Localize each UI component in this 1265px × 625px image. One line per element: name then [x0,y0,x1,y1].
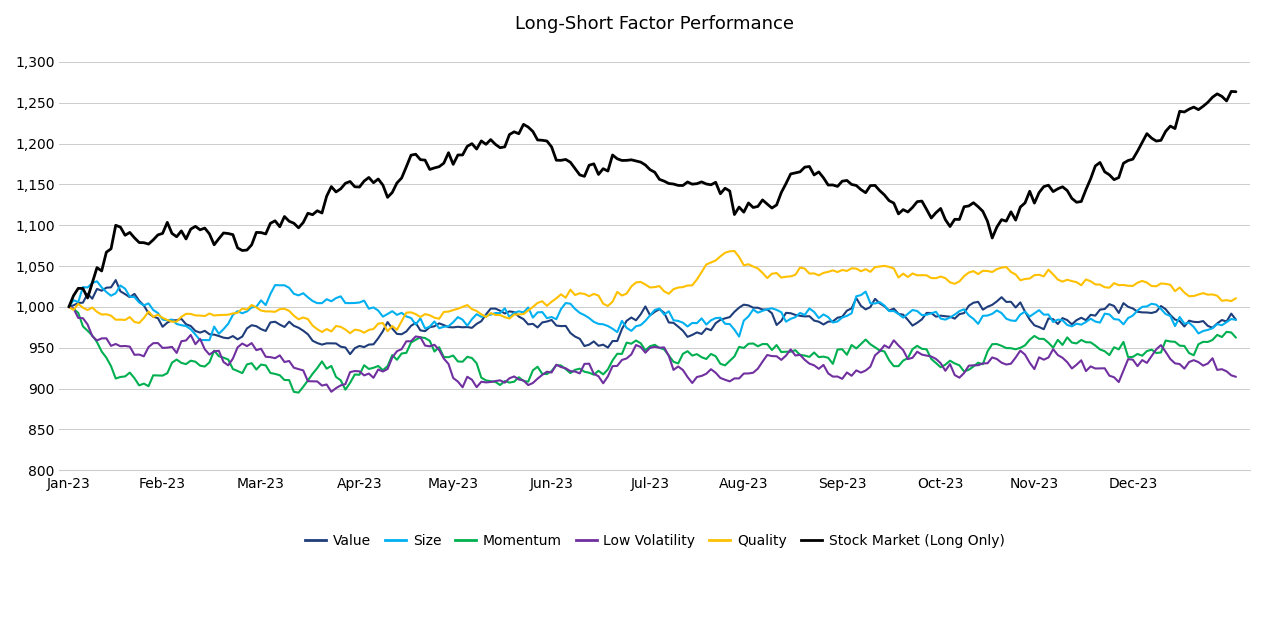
Quality [549,294,564,302]
Stock Market (Long Only) [1223,88,1238,95]
Momentum [253,361,268,368]
Low Volatility [324,388,339,396]
Value [745,304,760,311]
Size [1190,330,1206,338]
Stock Market (Long Only) [868,182,883,189]
Stock Market (Long Only) [530,136,545,144]
Line: Stock Market (Long Only): Stock Market (Long Only) [68,91,1236,307]
Low Volatility [549,361,564,369]
Value [343,351,358,358]
Low Volatility [61,303,76,311]
Quality [1190,291,1206,298]
Value [258,328,273,335]
Size [877,302,892,309]
Momentum [535,370,550,378]
Line: Quality: Quality [68,251,1236,333]
Quality [61,303,76,311]
Size [745,306,760,313]
Value [1190,318,1206,326]
Momentum [872,347,887,354]
Size [90,278,105,285]
Low Volatility [741,370,756,378]
Line: Momentum: Momentum [68,307,1236,392]
Low Volatility [872,348,887,355]
Value [877,302,892,310]
Size [61,303,76,311]
Stock Market (Long Only) [736,208,751,216]
Low Volatility [535,371,550,379]
Momentum [1228,334,1243,341]
Quality [535,298,550,305]
Value [1228,316,1243,324]
Value [61,303,76,311]
Value [553,322,568,330]
Quality [253,307,268,314]
Low Volatility [253,345,268,352]
Size [263,290,278,298]
Low Volatility [1228,373,1243,381]
Momentum [1187,351,1202,359]
Momentum [549,361,564,369]
Line: Size: Size [68,281,1236,340]
Stock Market (Long Only) [253,229,268,236]
Stock Market (Long Only) [1228,88,1243,96]
Size [1228,316,1243,324]
Stock Market (Long Only) [544,143,559,151]
Quality [727,248,743,255]
Momentum [741,340,756,348]
Stock Market (Long Only) [1182,106,1197,113]
Momentum [61,303,76,311]
Momentum [291,389,306,396]
Size [539,314,554,322]
Value [108,276,123,284]
Quality [343,329,358,337]
Legend: Value, Size, Momentum, Low Volatility, Quality, Stock Market (Long Only): Value, Size, Momentum, Low Volatility, Q… [300,528,1009,553]
Low Volatility [1187,356,1202,364]
Line: Low Volatility: Low Volatility [68,307,1236,392]
Quality [1228,294,1243,302]
Value [539,318,554,325]
Title: Long-Short Factor Performance: Long-Short Factor Performance [515,15,794,33]
Line: Value: Value [68,280,1236,354]
Size [553,305,568,312]
Size [192,336,207,344]
Stock Market (Long Only) [61,303,76,311]
Quality [745,262,760,270]
Quality [877,262,892,269]
